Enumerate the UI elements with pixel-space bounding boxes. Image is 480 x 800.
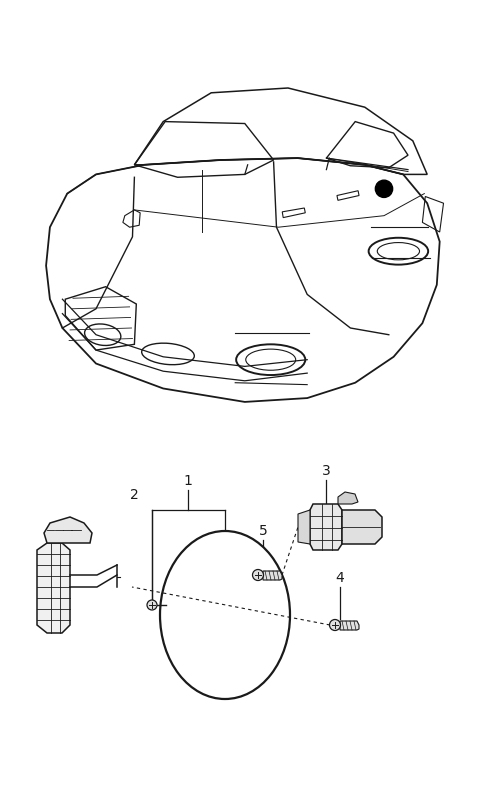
Ellipse shape	[329, 619, 340, 630]
Text: 1: 1	[183, 474, 192, 488]
Ellipse shape	[252, 570, 264, 581]
Text: 2: 2	[130, 488, 138, 502]
Text: 3: 3	[322, 464, 330, 478]
Polygon shape	[310, 504, 342, 550]
Circle shape	[375, 180, 393, 198]
Polygon shape	[340, 621, 359, 630]
Polygon shape	[263, 571, 282, 580]
Polygon shape	[298, 510, 310, 544]
Ellipse shape	[147, 600, 157, 610]
Text: 4: 4	[336, 571, 344, 585]
Ellipse shape	[160, 531, 290, 699]
Polygon shape	[338, 492, 358, 504]
Polygon shape	[44, 517, 92, 543]
Text: 5: 5	[259, 524, 267, 538]
Polygon shape	[37, 543, 70, 633]
Polygon shape	[342, 510, 382, 544]
